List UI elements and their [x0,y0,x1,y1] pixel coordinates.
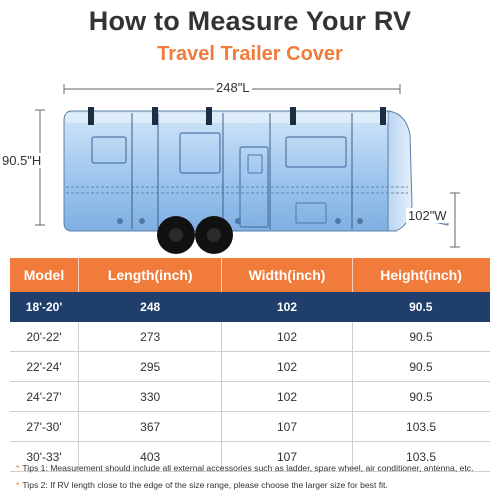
cell-height: 90.5 [352,351,490,382]
rv-illustration [35,84,460,254]
cell-width: 102 [221,351,353,382]
cell-width: 107 [221,411,353,442]
cell-length: 248 [78,292,223,322]
cell-length: 330 [78,381,223,412]
cell-length: 273 [78,321,223,352]
page-title: How to Measure Your RV [88,6,412,36]
table-row: 30'-33' 403 107 103.5 [10,441,490,472]
cell-model: 24'-27' [10,381,79,412]
rv-wheels [157,216,233,254]
cell-length: 295 [78,351,223,382]
cell-width: 102 [221,321,353,352]
table-row: 27'-30' 367 107 103.5 [10,411,490,442]
header-length: Length(inch) [78,258,223,292]
height-label: 90.5"H [0,153,44,168]
tip-line: * Tips 1: Measurement should include all … [16,460,496,477]
cell-model: 22'-24' [10,351,79,382]
cell-width: 107 [221,441,353,472]
tips-section: * Tips 1: Measurement should include all … [16,460,496,494]
width-dimension-line [450,192,460,248]
size-chart-table: Model Length(inch) Width(inch) Height(in… [10,258,491,472]
cell-width: 102 [221,292,353,322]
cell-model: 20'-22' [10,321,79,352]
table-row: 24'-27' 330 102 90.5 [10,381,490,412]
page-subtitle: Travel Trailer Cover [157,43,343,65]
asterisk-icon: * [16,463,20,473]
table-row: 18'-20' 248 102 90.5 [10,292,491,322]
cell-height: 90.5 [352,321,490,352]
rv-measurement-diagram: 248"L 90.5"H 102"W [0,75,500,260]
cell-model: 30'-33' [10,441,79,472]
cell-height: 90.5 [352,381,490,412]
rv-cover-body [63,107,413,232]
table-header-row: Model Length(inch) Width(inch) Height(in… [10,258,490,292]
cell-model: 18'-20' [10,292,79,322]
header-width: Width(inch) [221,258,353,292]
header-model: Model [10,258,79,292]
table-row: 20'-22' 273 102 90.5 [10,321,490,352]
cell-width: 102 [221,381,353,412]
cell-length: 367 [78,411,223,442]
cell-length: 403 [78,441,223,472]
asterisk-icon: * [16,480,20,490]
length-label: 248"L [214,80,252,95]
cell-height: 103.5 [352,411,490,442]
tip-text: Tips 1: Measurement should include all e… [22,463,474,473]
header-height: Height(inch) [352,258,490,292]
cell-height: 90.5 [352,292,491,322]
tip-text: Tips 2: If RV length close to the edge o… [22,480,388,490]
cell-height: 103.5 [352,441,490,472]
width-label: 102"W [406,208,449,223]
cell-model: 27'-30' [10,411,79,442]
table-row: 22'-24' 295 102 90.5 [10,351,490,382]
tip-line: * Tips 2: If RV length close to the edge … [16,477,496,494]
